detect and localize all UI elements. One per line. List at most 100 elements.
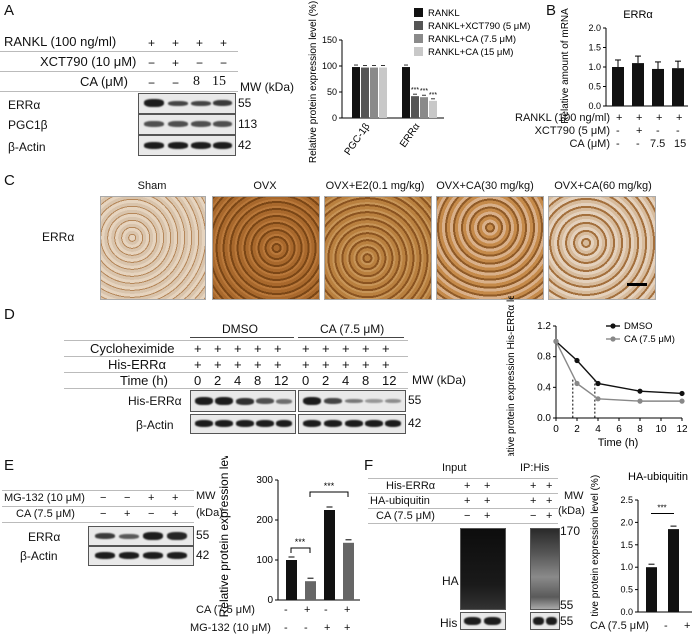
chart-title: ERRα bbox=[623, 9, 653, 21]
y-tick-label: 300 bbox=[256, 475, 273, 486]
cell: + bbox=[362, 357, 370, 372]
significance-label: *** bbox=[420, 88, 428, 95]
row-label: His-ERRα bbox=[108, 357, 167, 372]
mw-unit: (kDa) bbox=[558, 505, 585, 517]
cell: - bbox=[656, 125, 660, 137]
western-blot-his-erra-ca bbox=[298, 390, 406, 412]
x-tick-label: 4 bbox=[595, 424, 601, 435]
blot-label: PGC1β bbox=[8, 118, 48, 132]
blot-label: ERRα bbox=[8, 98, 41, 112]
mw-marker-55: 55 bbox=[560, 598, 574, 612]
mw-marker-170: 170 bbox=[560, 524, 581, 538]
cell: + bbox=[464, 480, 471, 492]
chart-e-proteasome: Relative protein expression level (%) 0 1… bbox=[217, 456, 360, 617]
cell: - bbox=[616, 138, 620, 150]
y-tick-label: 2.5 bbox=[620, 495, 633, 505]
cell: + bbox=[172, 492, 179, 504]
bar bbox=[652, 68, 664, 106]
y-tick-label: 1.0 bbox=[620, 562, 633, 572]
bar bbox=[402, 67, 410, 118]
row-divider bbox=[0, 71, 238, 72]
panel-label-f: F bbox=[364, 457, 374, 474]
row-label: Cycloheximide bbox=[90, 341, 175, 356]
cell: + bbox=[302, 357, 310, 372]
ihc-image-ovx-e2 bbox=[324, 196, 432, 300]
legend-marker bbox=[610, 323, 616, 329]
cell: - bbox=[284, 622, 288, 634]
cell: + bbox=[254, 357, 262, 372]
cell: + bbox=[172, 56, 180, 70]
y-tick-label: 0 bbox=[332, 113, 337, 123]
cell: + bbox=[214, 341, 222, 356]
y-tick-label: 1.5 bbox=[588, 43, 601, 53]
chart-legend: RANKL RANKL+XCT790 (5 μM) RANKL+CA (7.5 μM… bbox=[414, 8, 530, 58]
panel-label-e: E bbox=[4, 457, 15, 474]
row-label: CA (7.5 μM) bbox=[196, 604, 255, 616]
cell: + bbox=[636, 112, 643, 124]
significance-label: *** bbox=[411, 87, 419, 94]
legend-label: RANKL+CA (7.5 μM) bbox=[428, 34, 516, 45]
mw-marker: 55 bbox=[196, 528, 210, 542]
western-blot-actin bbox=[138, 135, 236, 156]
cell: 8 bbox=[362, 373, 370, 388]
cell: + bbox=[214, 357, 222, 372]
row-label: MG-132 (10 μM) bbox=[4, 492, 85, 504]
chart-f-ubiquitin: HA-ubiquitin Relative protein expression… bbox=[590, 471, 692, 616]
panel-a-treatment-table: RANKL (100 ng/ml) XCT790 (10 μM) CA (μM)… bbox=[0, 34, 238, 94]
cell: + bbox=[342, 357, 350, 372]
blot-label: His-ERRα bbox=[128, 394, 182, 408]
row-label: His-ERRα bbox=[386, 480, 436, 492]
mw-marker-55: 55 bbox=[560, 614, 574, 628]
chart-e-conditions: CA (7.5 μM) MG-132 (10 μM) - + - + - - +… bbox=[190, 604, 366, 638]
cell: + bbox=[172, 36, 180, 50]
legend-label: RANKL+CA (15 μM) bbox=[428, 47, 513, 58]
cell: 4 bbox=[234, 373, 242, 388]
significance-label: *** bbox=[295, 537, 306, 547]
x-tick-label: ERRα bbox=[398, 121, 423, 150]
bar bbox=[668, 529, 679, 612]
western-blot-actin-dmso bbox=[190, 414, 296, 434]
cell: − bbox=[148, 56, 156, 70]
cell: − bbox=[172, 76, 180, 90]
x-tick-label: PGC-1β bbox=[343, 121, 373, 157]
x-tick-label: 6 bbox=[616, 424, 622, 435]
cell: − bbox=[196, 56, 204, 70]
bar bbox=[379, 67, 387, 118]
cell: + bbox=[124, 508, 131, 520]
y-tick-label: 0.5 bbox=[588, 82, 601, 92]
blot-label: β-Actin bbox=[136, 418, 174, 432]
cell: + bbox=[194, 341, 202, 356]
mw-marker: 42 bbox=[408, 416, 422, 430]
row-label: Time (h) bbox=[120, 373, 168, 388]
bar bbox=[361, 67, 369, 118]
y-tick-label: 2.0 bbox=[588, 23, 601, 33]
cell: - bbox=[636, 138, 640, 150]
panel-label-d: D bbox=[4, 306, 15, 323]
cell: + bbox=[484, 480, 491, 492]
ihc-image-sham bbox=[100, 196, 206, 300]
significance-bracket bbox=[290, 547, 311, 553]
cell: - bbox=[676, 125, 680, 137]
bar bbox=[632, 63, 644, 106]
panel-label-c: C bbox=[4, 172, 15, 189]
row-label: XCT790 (5 μM) bbox=[534, 125, 610, 137]
data-point bbox=[574, 380, 580, 387]
legend-swatch bbox=[414, 21, 423, 30]
row-label-ca: CA (μM) bbox=[80, 74, 128, 89]
x-tick-label: 0 bbox=[553, 424, 559, 435]
western-blot-actin bbox=[88, 546, 194, 566]
bar bbox=[646, 567, 657, 612]
chart-bars bbox=[612, 55, 684, 106]
cell: + bbox=[234, 341, 242, 356]
group-label-dmso: DMSO bbox=[222, 322, 258, 336]
significance-label: *** bbox=[429, 92, 437, 99]
y-tick-label: 200 bbox=[256, 515, 273, 526]
data-point bbox=[637, 398, 643, 404]
x-tick-label: 10 bbox=[655, 424, 667, 435]
x-tick-label: 2 bbox=[574, 424, 580, 435]
chart-lines bbox=[553, 338, 685, 404]
western-blot-his-ip bbox=[530, 612, 560, 630]
cell: 0 bbox=[194, 373, 202, 388]
col-header-input: Input bbox=[442, 462, 467, 474]
significance-label: *** bbox=[657, 503, 666, 512]
